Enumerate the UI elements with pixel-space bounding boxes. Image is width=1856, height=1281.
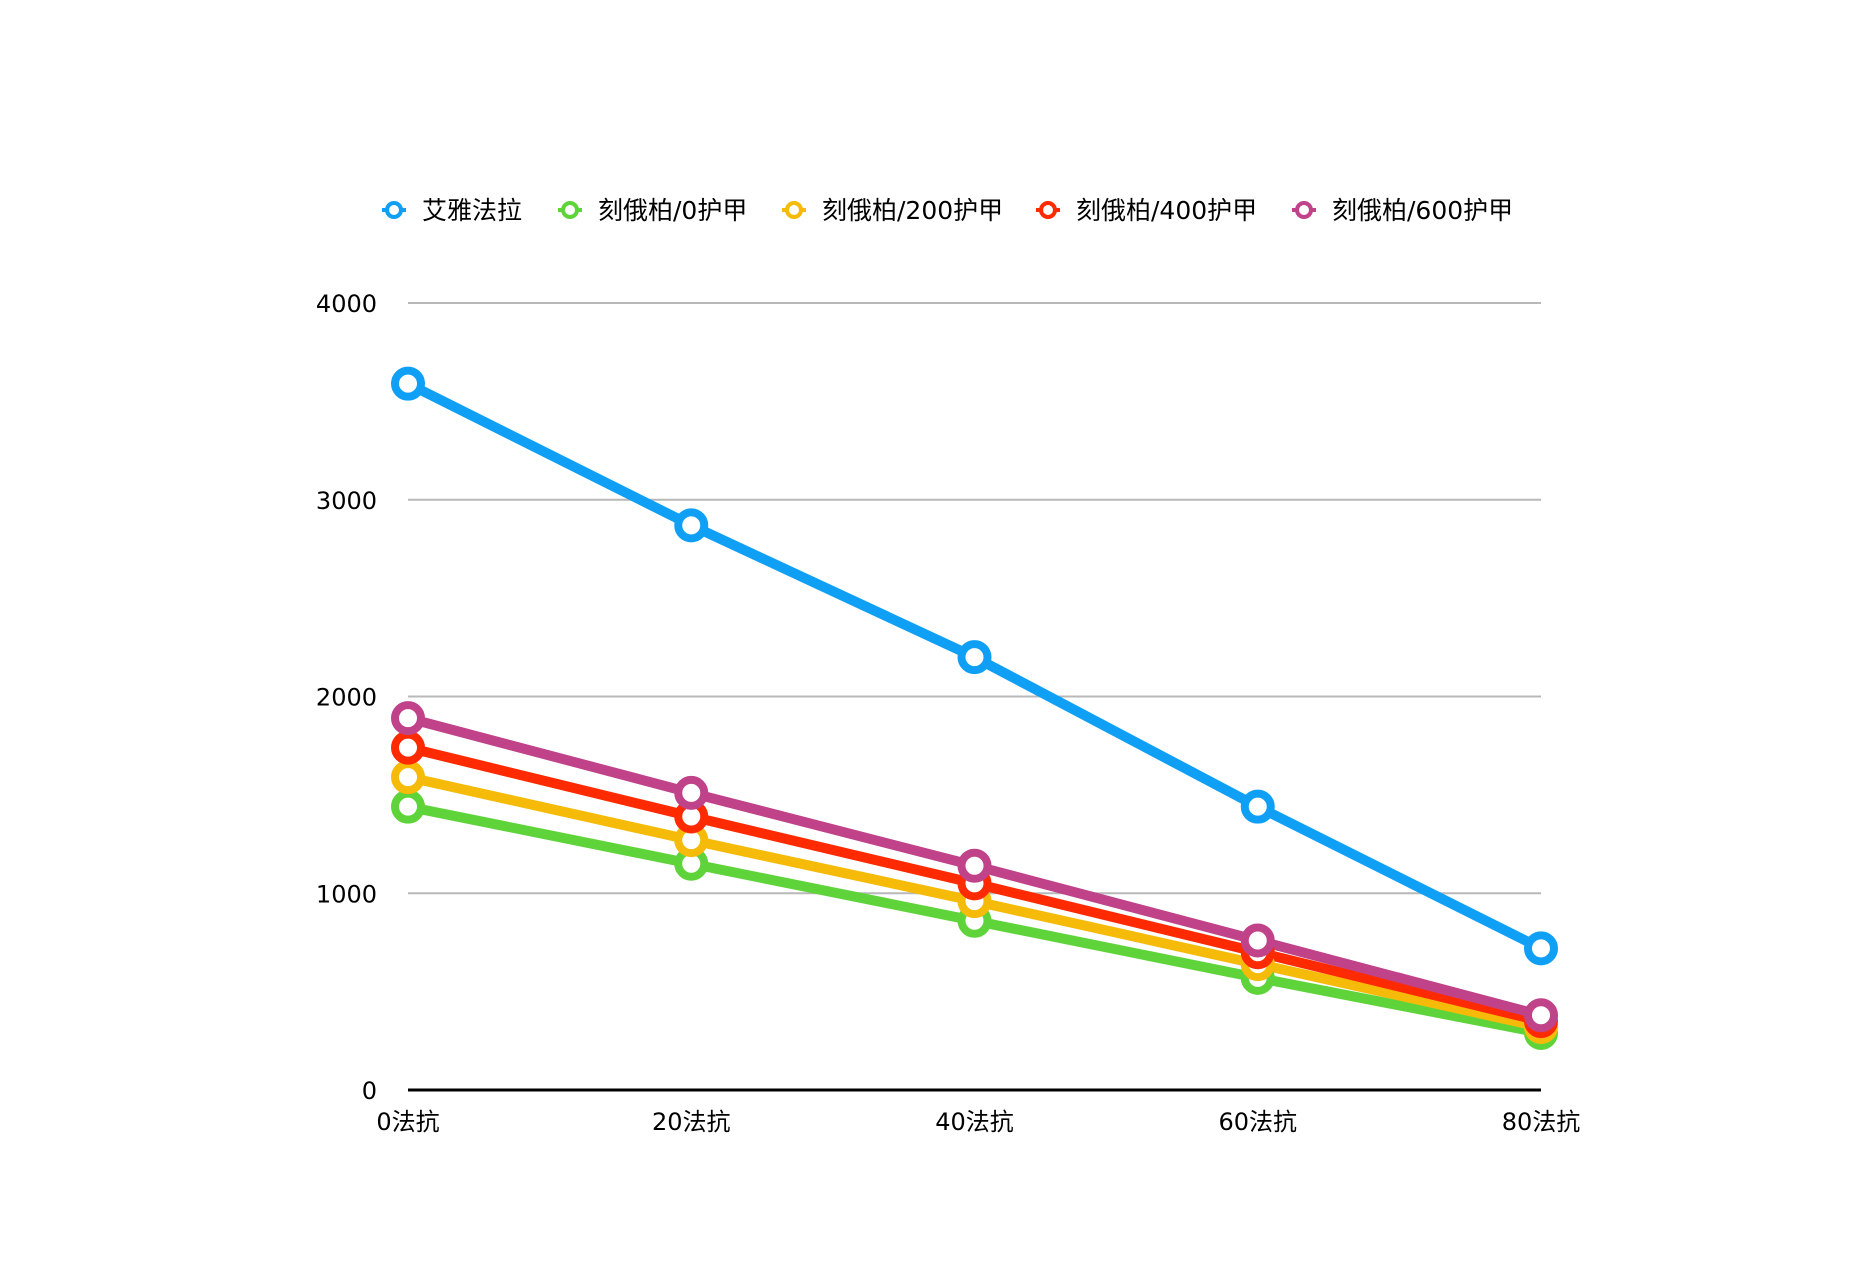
legend-item: 刻俄柏/400护甲	[1036, 196, 1257, 225]
legend-marker	[385, 201, 403, 219]
legend-marker	[561, 201, 579, 219]
legend-label: 艾雅法拉	[422, 196, 522, 225]
data-point	[1524, 931, 1558, 966]
data-point	[1240, 789, 1275, 824]
data-point	[674, 508, 709, 543]
legend-item: 刻俄柏/600护甲	[1292, 196, 1513, 225]
x-axis: 0法抗 20法抗 40法抗 60法抗 80法抗	[376, 1088, 1581, 1136]
series-points	[391, 366, 1558, 1050]
y-tick-label: 4000	[316, 290, 377, 318]
legend-item: 刻俄柏/0护甲	[558, 196, 747, 225]
legend-marker	[785, 201, 803, 219]
legend-label: 刻俄柏/0护甲	[598, 196, 747, 225]
x-tick-label: 60法抗	[1218, 1108, 1297, 1136]
data-point	[391, 760, 425, 795]
data-point	[674, 775, 709, 810]
data-point	[1524, 998, 1558, 1033]
y-tick-label: 3000	[316, 487, 377, 515]
y-tick-label: 1000	[316, 880, 377, 908]
grid-lines	[408, 302, 1541, 895]
legend-item: 艾雅法拉	[382, 196, 522, 225]
y-tick-label: 0	[362, 1077, 377, 1105]
legend-label: 刻俄柏/200护甲	[822, 196, 1003, 225]
legend-label: 刻俄柏/400护甲	[1076, 196, 1257, 225]
x-tick-label: 0法抗	[376, 1108, 439, 1136]
y-axis: 0 1000 2000 3000 4000	[316, 290, 377, 1105]
x-tick-label: 40法抗	[935, 1108, 1014, 1136]
legend-item: 刻俄柏/200护甲	[782, 196, 1003, 225]
data-point	[391, 789, 425, 824]
legend: 艾雅法拉 刻俄柏/0护甲 刻俄柏/200护甲 刻俄柏/400护甲 刻俄柏/600护甲	[382, 196, 1513, 225]
legend-label: 刻俄柏/600护甲	[1332, 196, 1513, 225]
legend-marker	[1295, 201, 1313, 219]
data-point	[957, 640, 992, 675]
y-tick-label: 2000	[316, 684, 377, 712]
x-tick-label: 20法抗	[652, 1108, 731, 1136]
data-point	[391, 701, 425, 736]
data-point	[957, 848, 992, 883]
data-point	[391, 366, 425, 401]
data-point	[391, 730, 425, 765]
x-tick-label: 80法抗	[1502, 1108, 1581, 1136]
data-point	[1240, 923, 1275, 958]
legend-marker	[1039, 201, 1057, 219]
